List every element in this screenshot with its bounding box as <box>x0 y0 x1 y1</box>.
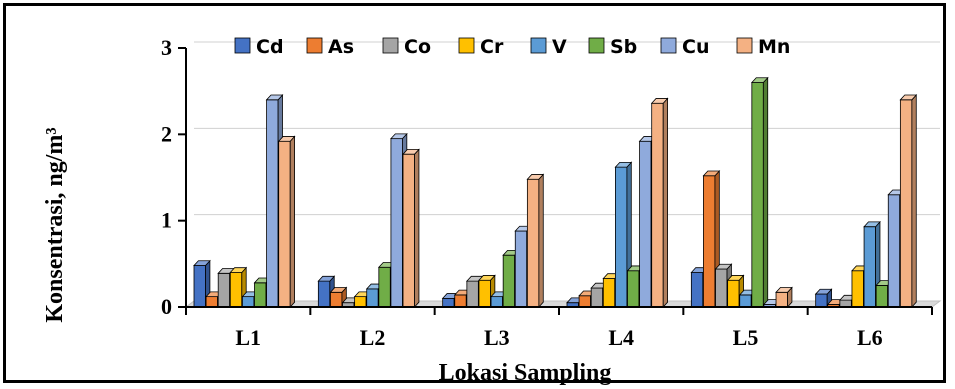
legend-swatch <box>382 37 399 54</box>
legend-item-cd: Cd <box>234 36 284 58</box>
y-tick-label: 0 <box>161 294 172 319</box>
gridlines <box>184 41 942 308</box>
y-tick-label: 1 <box>161 208 172 233</box>
tick-labels: 0 1 2 3 L1 L2 L3 L4 L5 L6 <box>161 35 883 350</box>
bar-mn-l5 <box>775 286 793 309</box>
legend-label: Co <box>404 36 431 58</box>
legend-label: As <box>328 36 354 58</box>
bar-mn-l6 <box>899 93 918 309</box>
legend-swatch <box>530 37 547 54</box>
bar-mn-l4 <box>650 97 669 309</box>
x-tick-label: L1 <box>235 325 261 350</box>
bar-mn-l1 <box>277 135 296 309</box>
legend-swatch <box>458 37 475 54</box>
legend-item-as: As <box>306 36 354 58</box>
legend-item-cu: Cu <box>660 36 709 58</box>
legend-swatch <box>660 37 677 54</box>
bar-layer <box>193 76 918 309</box>
x-tick-label: L4 <box>608 325 634 350</box>
legend-item-mn: Mn <box>736 36 790 58</box>
legend: Cd As Co Cr V Sb Cu Mn <box>234 36 790 58</box>
x-tick-label: L2 <box>360 325 386 350</box>
legend-swatch <box>588 37 605 54</box>
legend-label: Cr <box>480 36 504 58</box>
y-tick-label: 3 <box>161 35 172 60</box>
legend-label: Cd <box>256 36 284 58</box>
legend-label: Sb <box>610 36 637 58</box>
legend-label: Mn <box>758 36 790 58</box>
legend-swatch <box>234 37 251 54</box>
legend-label: Cu <box>682 36 709 58</box>
x-tick-label: L5 <box>733 325 759 350</box>
chart-frame <box>3 3 946 383</box>
legend-swatch <box>306 37 323 54</box>
legend-item-sb: Sb <box>588 36 637 58</box>
legend-item-cr: Cr <box>458 36 504 58</box>
legend-item-v: V <box>530 36 567 58</box>
x-tick-label: L3 <box>484 325 510 350</box>
bar-mn-l2 <box>402 148 420 309</box>
legend-swatch <box>736 37 753 54</box>
x-axis-title: Lokasi Sampling <box>439 360 612 386</box>
x-tick-label: L6 <box>857 325 883 350</box>
y-axis-title: Konsentrasi, ng/m³ <box>42 127 68 322</box>
bar-mn-l3 <box>526 173 545 309</box>
bar-sb-l5 <box>750 76 769 309</box>
axes <box>178 47 933 315</box>
legend-item-co: Co <box>382 36 431 58</box>
y-tick-label: 2 <box>161 121 172 146</box>
legend-label: V <box>552 36 567 58</box>
